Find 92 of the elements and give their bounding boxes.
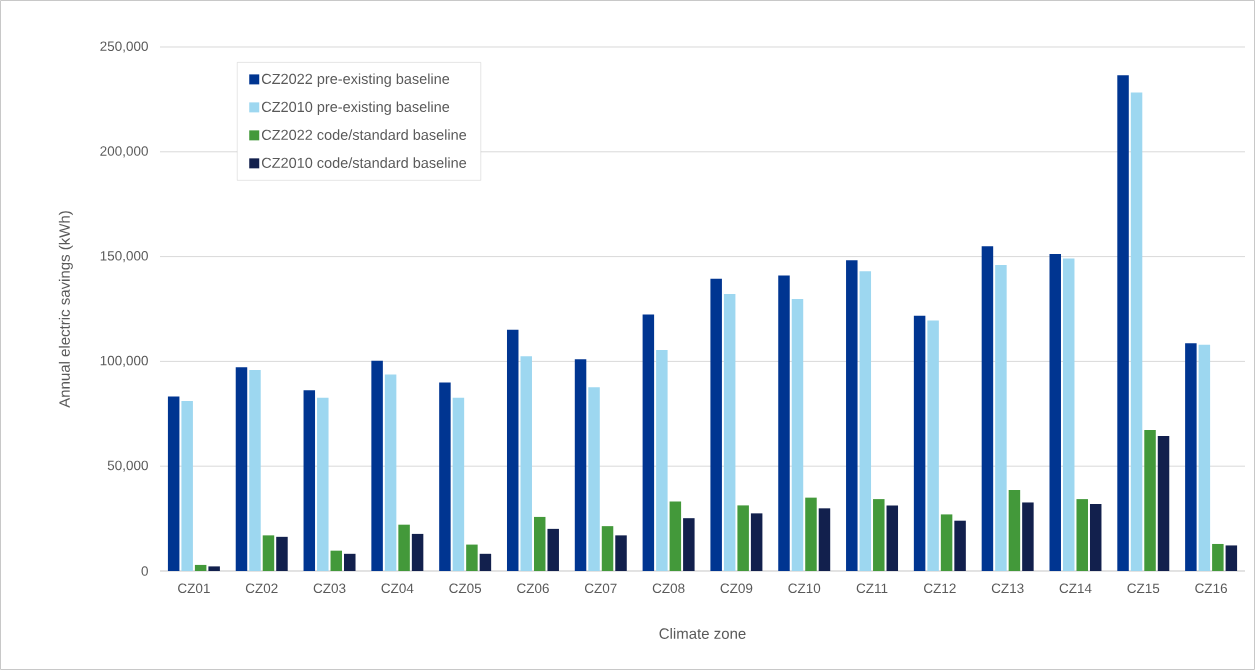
bar: [1157, 436, 1170, 571]
bar: [940, 514, 953, 571]
x-tick-label: CZ04: [381, 583, 414, 594]
bar: [317, 397, 329, 571]
bar: [371, 360, 383, 571]
x-tick-label: CZ15: [1127, 583, 1160, 594]
x-tick-label: CZ16: [1195, 583, 1228, 594]
bar: [1212, 543, 1224, 571]
x-tick-label: CZ01: [178, 583, 210, 594]
x-tick-label: CZ08: [652, 583, 685, 594]
bar: [547, 528, 559, 571]
bar: [249, 369, 261, 571]
x-tick-label: CZ11: [856, 583, 888, 594]
bar: [954, 520, 966, 571]
bar: [1022, 502, 1034, 571]
bar: [1049, 254, 1061, 571]
bar: [818, 508, 831, 571]
bar: [411, 533, 424, 571]
bar: [276, 536, 288, 571]
bar: [846, 260, 858, 571]
bar: [1008, 490, 1021, 571]
bar: [642, 314, 655, 571]
bar: [194, 564, 207, 571]
x-tick-label: CZ14: [1059, 583, 1092, 594]
bar: [873, 499, 885, 571]
bar: [1062, 258, 1075, 571]
y-axis-title: Annual electric savings (kWh): [58, 211, 73, 408]
bar: [601, 526, 614, 571]
bar: [506, 329, 519, 571]
bar: [1198, 344, 1211, 571]
legend-label: CZ2010 code/standard baseline: [261, 157, 467, 168]
bar: [1130, 92, 1143, 571]
bar: [1225, 545, 1238, 571]
bar: [262, 535, 275, 571]
bar: [778, 275, 790, 571]
x-tick-label: CZ06: [517, 583, 549, 594]
bar: [452, 397, 465, 571]
x-tick-label: CZ05: [449, 583, 482, 594]
bar: [466, 544, 478, 571]
x-tick-label: CZ09: [720, 583, 753, 594]
y-tick-label: 250,000: [100, 41, 148, 53]
bar: [574, 359, 587, 571]
bar: [1117, 75, 1129, 571]
bar: [1185, 343, 1197, 571]
bar: [1076, 499, 1088, 571]
x-tick-label: CZ10: [788, 583, 821, 594]
bar: [859, 271, 872, 571]
x-tick-label: CZ12: [924, 583, 956, 594]
bar: [384, 374, 397, 571]
y-tick-label: 0: [141, 566, 148, 576]
x-tick-label: CZ07: [584, 583, 617, 594]
x-tick-label: CZ02: [245, 583, 278, 594]
bar: [533, 516, 546, 571]
y-tick-label: 150,000: [100, 251, 148, 263]
x-tick-label: CZ13: [991, 583, 1024, 594]
bar: [167, 396, 180, 571]
bar: [805, 497, 817, 571]
bar: [398, 524, 410, 571]
bar: [208, 566, 220, 571]
legend-label: CZ2010 pre-existing baseline: [261, 101, 450, 115]
bar: [750, 513, 763, 571]
bar: [588, 387, 600, 571]
bar: [330, 550, 343, 571]
legend-label: CZ2022 pre-existing baseline: [261, 73, 450, 87]
bar: [1089, 503, 1102, 571]
bar: [927, 320, 939, 571]
bar: [656, 350, 668, 571]
bar: [981, 246, 994, 571]
bar: [683, 518, 695, 571]
bar: [439, 382, 451, 571]
y-tick-label: 200,000: [100, 146, 148, 158]
bar: [1144, 429, 1156, 571]
bar: [520, 356, 532, 571]
legend-label: CZ2022 code/standard baseline: [261, 129, 467, 141]
bar: [886, 505, 899, 571]
bar: [723, 294, 736, 571]
bar: [235, 367, 248, 571]
bar: [995, 264, 1007, 571]
bar: [669, 501, 682, 571]
bar: [737, 505, 749, 571]
x-axis-title: Climate zone: [659, 627, 746, 639]
bar: [791, 298, 804, 571]
bar: [181, 401, 193, 571]
bar: [479, 553, 492, 571]
bar: [344, 553, 356, 571]
y-tick-label: 50,000: [107, 460, 148, 472]
x-tick-label: CZ03: [313, 583, 346, 594]
bar: [303, 390, 316, 571]
y-tick-label: 100,000: [100, 355, 148, 367]
bar: [615, 535, 627, 571]
bar: [710, 278, 722, 571]
bar: [913, 315, 926, 571]
